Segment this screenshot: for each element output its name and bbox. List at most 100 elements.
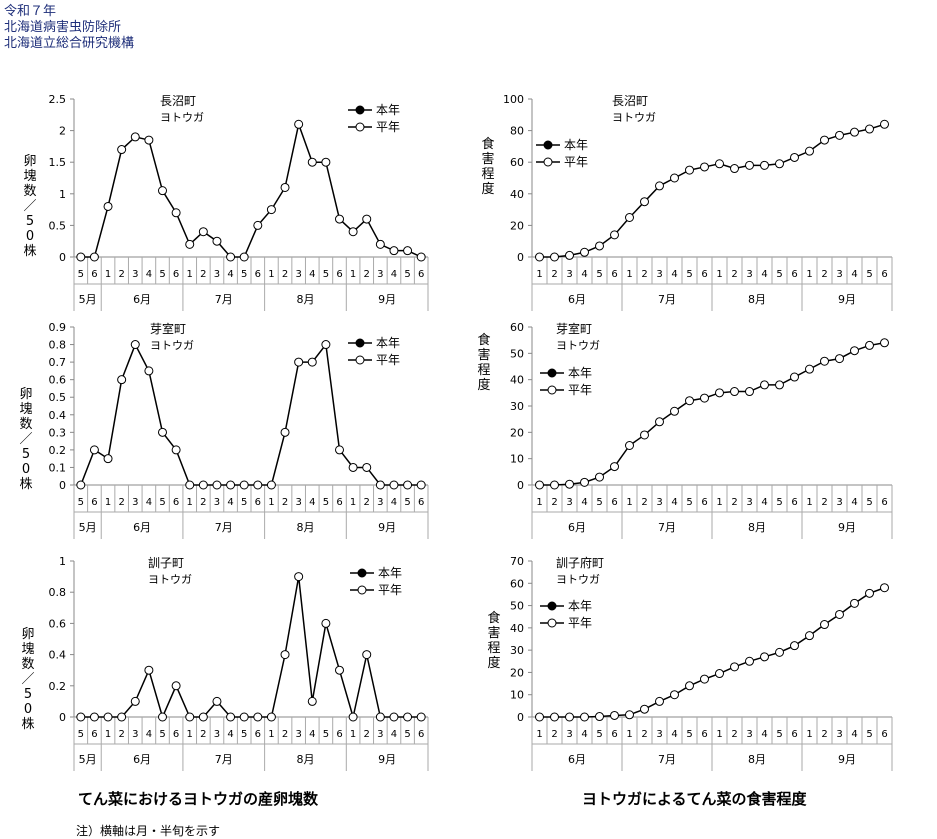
x-tick-label: 5 [866,269,872,280]
data-point [89,712,99,722]
x-tick-label: 6 [701,497,707,508]
data-point [416,712,426,722]
legend-label: 平年 [376,120,400,134]
x-tick-label: 5 [596,269,602,280]
x-tick-label: 5 [78,497,84,508]
y-tick-label: 30 [510,400,524,413]
data-point [625,710,634,720]
data-point [158,427,167,437]
legend-marker-open [547,618,557,628]
chart-subtitle: ヨトウガ [150,339,194,352]
x-tick-label: 2 [641,497,647,508]
x-tick-label: 3 [132,269,138,280]
x-tick-label: 2 [641,269,647,280]
month-label: 9月 [378,293,396,306]
y-tick-label: 0 [517,251,524,264]
x-tick-label: 6 [701,269,707,280]
x-tick-label: 2 [200,497,206,508]
x-tick-label: 1 [268,269,274,280]
chart-subtitle: ヨトウガ [148,573,192,586]
axis-note: 注）横軸は月・半旬を示す [76,824,221,838]
data-point [730,662,739,672]
x-tick-label: 6 [336,497,342,508]
x-tick-label: 1 [626,269,632,280]
month-label: 7月 [658,293,676,306]
data-point [130,340,140,350]
x-tick-label: 6 [255,729,261,740]
x-tick-label: 4 [671,497,677,508]
x-tick-label: 2 [118,269,124,280]
x-tick-label: 6 [418,729,424,740]
x-tick-label: 4 [146,729,152,740]
data-point [670,406,679,416]
x-tick-label: 6 [91,497,97,508]
month-label: 7月 [658,753,676,766]
month-label: 8月 [296,753,314,766]
data-point [580,247,589,257]
y-axis-label: 食害程度 [477,332,490,393]
x-tick-label: 4 [391,497,397,508]
x-tick-label: 5 [776,729,782,740]
x-tick-label: 4 [391,269,397,280]
chart-title: 芽室町 [150,321,186,336]
y-tick-label: 0 [517,479,524,492]
legend-marker-open [357,585,367,595]
x-tick-label: 5 [776,269,782,280]
x-tick-label: 6 [611,729,617,740]
legend-marker-open [355,355,365,365]
x-tick-label: 1 [716,497,722,508]
data-point [362,214,372,224]
y-axis-label: 卵塊数／ 5 0 株 [21,627,34,732]
chart-2: 00.10.20.30.40.50.60.70.80.95 6 1 2 3 4 5 6 1 2 3 4… [19,321,429,539]
data-point [294,119,304,129]
data-point [348,712,358,722]
y-axis-label: 卵塊数／ 5 0 株 [23,154,36,259]
data-point [730,164,739,174]
x-tick-label: 5 [241,497,247,508]
data-point [715,669,724,679]
data-point [880,338,889,348]
x-tick-label: 4 [851,729,857,740]
y-tick-label: 80 [510,125,524,138]
legend-marker-filled [357,568,367,578]
y-tick-label: 0.9 [49,321,67,334]
x-tick-label: 5 [776,497,782,508]
y-tick-label: 1 [59,555,66,568]
data-point [403,480,413,490]
x-tick-label: 6 [336,269,342,280]
data-point [835,354,844,364]
x-tick-label: 1 [806,497,812,508]
legend-label: 本年 [376,336,400,350]
x-tick-label: 5 [159,497,165,508]
y-tick-label: 0.2 [49,444,67,457]
x-tick-label: 6 [173,729,179,740]
x-tick-label: 2 [731,269,737,280]
month-label: 6月 [133,293,151,306]
data-point [775,380,784,390]
month-label: 5月 [79,521,97,534]
chart-title: 訓子町 [148,555,184,570]
x-tick-label: 4 [761,729,767,740]
x-tick-label: 1 [105,497,111,508]
series-line [80,121,422,258]
data-point [321,618,331,628]
month-label: 6月 [133,753,151,766]
data-point [865,588,874,598]
x-tick-label: 6 [173,269,179,280]
x-tick-label: 2 [551,729,557,740]
data-point [403,246,413,256]
month-label: 8月 [748,293,766,306]
series-line [539,342,885,486]
y-tick-label: 10 [510,453,524,466]
data-point [307,696,317,706]
y-tick-label: 0.8 [49,339,67,352]
x-tick-label: 4 [227,269,233,280]
x-tick-label: 3 [377,729,383,740]
data-point [685,396,694,406]
month-label: 9月 [838,753,856,766]
data-point [715,159,724,169]
legend-marker-open [547,385,557,395]
data-point [730,387,739,397]
